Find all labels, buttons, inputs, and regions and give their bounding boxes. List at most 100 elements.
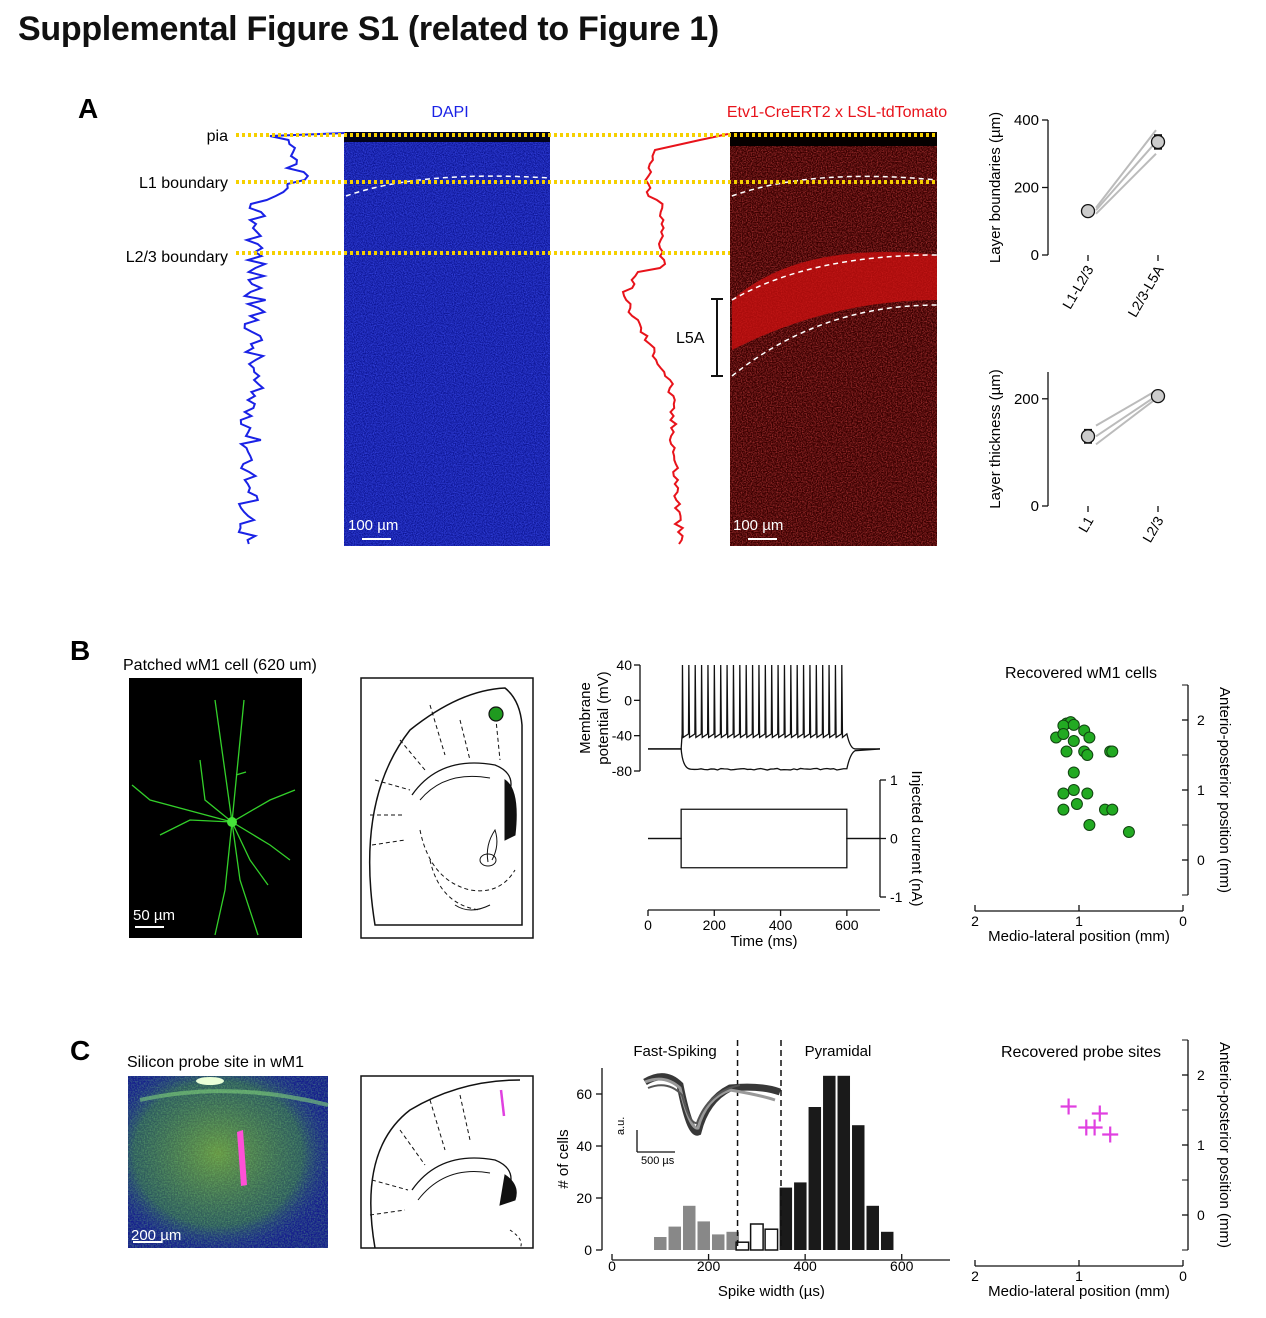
x-tick-label: 1: [1075, 1268, 1083, 1284]
membrane-potential-chart: 40 0 -40 -80 Membrane potential (mV): [577, 657, 881, 779]
individual-line: [1095, 153, 1157, 215]
atlas-section-c: [360, 1075, 534, 1249]
x-tick-label: 0: [644, 917, 652, 933]
tomato-title: Etv1-CreERT2 x LSL-tdTomato: [727, 104, 947, 121]
current-step-trace: [648, 837, 880, 869]
y-tick-label: 0: [890, 831, 898, 847]
injected-current-chart: 1 0 -1 Injected current (nA) 0 200 400 600 Time …: [644, 771, 925, 950]
probe-site-marker: [1091, 1105, 1108, 1122]
y-axis-label: Anterio-posterior position (mm): [1216, 1042, 1233, 1248]
x-tick-label: 0: [1179, 913, 1187, 929]
patched-cell-title: Patched wM1 cell (620 um): [123, 657, 317, 674]
y-tick-label: 400: [1014, 112, 1039, 129]
cell-point: [1081, 787, 1094, 800]
x-tick-label: 0: [1179, 1268, 1187, 1284]
histogram-bar: [654, 1237, 667, 1250]
histogram-bar: [697, 1221, 710, 1250]
pia-label: pia: [207, 128, 228, 145]
inset-yscale-label: a.u.: [615, 1117, 627, 1135]
cell-point: [1106, 745, 1119, 758]
x-tick-label: 200: [703, 917, 727, 933]
l1-boundary-label: L1 boundary: [139, 175, 228, 192]
hyperpolarized-trace: [648, 748, 881, 771]
y-axis-label: Anterio-posterior position (mm): [1216, 687, 1233, 893]
cell-point: [1067, 735, 1080, 747]
histogram-bar: [749, 1223, 764, 1251]
cell-point: [1067, 784, 1080, 796]
individual-line: [1095, 395, 1157, 438]
l23-boundary-label: L2/3 boundary: [126, 249, 228, 266]
inset-xscale-label: 500 µs: [641, 1155, 675, 1167]
histogram-bar: [880, 1231, 894, 1250]
x-tick-label: 2: [971, 913, 979, 929]
y-tick-label: -1: [890, 889, 903, 905]
x-tick-label: 1: [1075, 913, 1083, 929]
x-tick-label: 200: [697, 1258, 721, 1274]
cell-point: [1057, 728, 1070, 740]
dapi-scalebar-label: 100 µm: [348, 517, 398, 534]
dapi-intensity-profile: [237, 132, 346, 545]
y-tick-label: 0: [1197, 852, 1205, 868]
recovered-sites-chart: 2 1 0 Medio-lateral position (mm) 2 1 0 Anterio…: [971, 1039, 1233, 1300]
histogram-bar: [683, 1205, 696, 1250]
mean-point: [1150, 388, 1166, 404]
histogram-bar: [779, 1187, 793, 1250]
y-tick-label: 0: [584, 1242, 592, 1258]
cell-point: [1057, 787, 1070, 800]
probe-site-image: 200 µm: [128, 1076, 329, 1248]
y-tick-label: 0: [624, 692, 632, 708]
histogram-bar: [711, 1234, 725, 1250]
y-tick-label: -40: [612, 728, 632, 744]
layer-boundary-lines: [236, 133, 937, 255]
histogram-bar: [866, 1205, 879, 1250]
x-tick-label: 600: [835, 917, 859, 933]
y-axis-label: # of cells: [555, 1129, 572, 1188]
y-tick-label: 40: [576, 1138, 592, 1154]
x-axis-label: Time (ms): [731, 933, 798, 950]
probe-site-marker: [1086, 1119, 1103, 1136]
y-axis-label: Injected current (nA): [908, 771, 925, 907]
x-tick-label: 600: [890, 1258, 914, 1274]
dapi-image: 100 µm: [344, 132, 551, 546]
tomato-scalebar-label: 100 µm: [733, 517, 783, 534]
waveform-inset: a.u. 500 µs: [615, 1073, 782, 1167]
cell-point: [1083, 819, 1096, 831]
y-tick-label: 2: [1197, 1067, 1205, 1083]
spiking-trace: [648, 664, 880, 750]
individual-line: [1095, 129, 1157, 209]
cell-point: [1060, 745, 1073, 758]
cell-point: [1083, 731, 1096, 744]
fast-spiking-label: Fast-Spiking: [633, 1043, 716, 1060]
mean-point: [1150, 134, 1166, 150]
cell-scalebar-label: 50 µm: [133, 907, 175, 924]
x-tick-label: 400: [769, 917, 793, 933]
individual-line: [1095, 141, 1157, 211]
mean-point: [1080, 429, 1096, 444]
current-step-trace: [648, 808, 880, 840]
y-tick-label: 1: [890, 772, 898, 788]
y-axis-label: Membrane: [577, 682, 594, 754]
cell-point: [1067, 766, 1080, 779]
x-tick-label: L1: [1075, 513, 1097, 535]
layer-boundaries-chart: 0 200 400 L1-L2/3 L2/3-L5A Layer boundaries (…: [987, 112, 1167, 320]
x-tick-label: L1-L2/3: [1059, 262, 1097, 311]
panel-a-label: A: [78, 93, 98, 124]
histogram-bar: [823, 1075, 836, 1250]
l5a-label: L5A: [676, 330, 705, 347]
y-tick-label: 1: [1197, 782, 1205, 798]
histogram-bar: [852, 1125, 865, 1250]
y-tick-label: 0: [1031, 247, 1039, 264]
cell-point: [1067, 718, 1080, 731]
tomato-image: 100 µm: [730, 132, 938, 546]
x-tick-label: 0: [608, 1258, 616, 1274]
probe-site-marker: [1102, 1126, 1119, 1143]
tomato-intensity-profile: [621, 133, 729, 545]
x-tick-label: L2/3-L5A: [1124, 262, 1167, 320]
histogram-bar: [837, 1075, 851, 1250]
histogram-bar: [668, 1226, 682, 1250]
x-tick-label: 400: [793, 1258, 817, 1274]
histogram-bar: [764, 1228, 779, 1251]
cell-point: [1122, 826, 1135, 838]
cell-point: [1106, 803, 1119, 816]
y-tick-label: 60: [576, 1086, 592, 1102]
